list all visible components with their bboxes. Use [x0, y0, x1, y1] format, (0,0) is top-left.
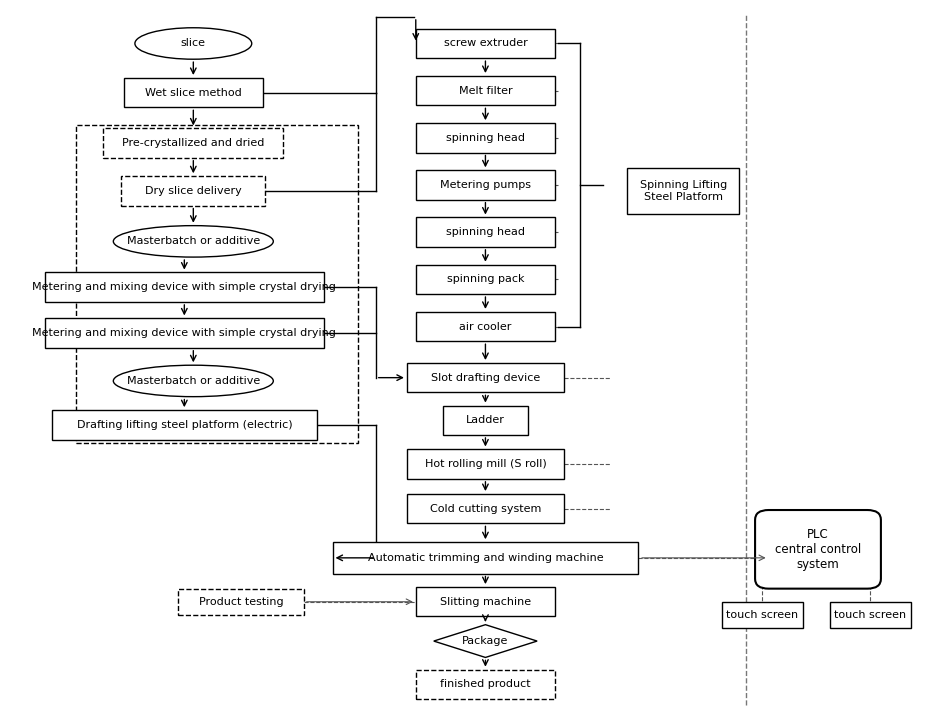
Text: Package: Package [462, 636, 509, 646]
FancyBboxPatch shape [45, 273, 324, 302]
Text: Masterbatch or additive: Masterbatch or additive [127, 236, 260, 246]
Text: Drafting lifting steel platform (electric): Drafting lifting steel platform (electri… [76, 420, 292, 430]
Ellipse shape [114, 365, 273, 397]
FancyBboxPatch shape [52, 410, 316, 440]
FancyBboxPatch shape [416, 170, 555, 200]
Text: spinning head: spinning head [446, 227, 525, 237]
Text: Metering and mixing device with simple crystal drying: Metering and mixing device with simple c… [32, 328, 336, 338]
Text: Wet slice method: Wet slice method [145, 87, 241, 97]
FancyBboxPatch shape [755, 510, 881, 589]
FancyBboxPatch shape [416, 669, 555, 699]
FancyBboxPatch shape [416, 76, 555, 105]
Text: Melt filter: Melt filter [458, 86, 513, 96]
Text: Slitting machine: Slitting machine [439, 596, 531, 606]
Text: touch screen: touch screen [834, 610, 906, 620]
FancyBboxPatch shape [103, 128, 284, 158]
FancyBboxPatch shape [407, 494, 564, 523]
FancyBboxPatch shape [332, 542, 639, 574]
Text: slice: slice [181, 39, 206, 49]
Text: Metering and mixing device with simple crystal drying: Metering and mixing device with simple c… [32, 282, 336, 292]
FancyBboxPatch shape [416, 265, 555, 294]
Text: Cold cutting system: Cold cutting system [430, 504, 541, 513]
FancyBboxPatch shape [416, 29, 555, 58]
FancyBboxPatch shape [416, 311, 555, 342]
Text: Ladder: Ladder [466, 415, 505, 425]
Text: Masterbatch or additive: Masterbatch or additive [127, 376, 260, 386]
Text: Automatic trimming and winding machine: Automatic trimming and winding machine [368, 553, 603, 563]
Ellipse shape [135, 28, 252, 59]
Text: Pre-crystallized and dried: Pre-crystallized and dried [122, 138, 265, 148]
Text: spinning pack: spinning pack [447, 274, 524, 284]
Ellipse shape [114, 226, 273, 257]
FancyBboxPatch shape [627, 168, 739, 214]
Text: finished product: finished product [440, 679, 531, 690]
FancyBboxPatch shape [416, 587, 555, 616]
FancyBboxPatch shape [45, 319, 324, 348]
Text: screw extruder: screw extruder [443, 39, 528, 49]
FancyBboxPatch shape [124, 78, 263, 107]
FancyBboxPatch shape [121, 176, 265, 205]
Text: air cooler: air cooler [459, 321, 512, 332]
FancyBboxPatch shape [178, 589, 304, 615]
Text: PLC
central control
system: PLC central control system [775, 528, 861, 571]
Text: touch screen: touch screen [726, 610, 798, 620]
FancyBboxPatch shape [407, 450, 564, 479]
FancyBboxPatch shape [830, 601, 911, 628]
Text: Dry slice delivery: Dry slice delivery [145, 186, 241, 196]
Text: spinning head: spinning head [446, 133, 525, 142]
FancyBboxPatch shape [722, 601, 803, 628]
FancyBboxPatch shape [407, 363, 564, 392]
Text: Product testing: Product testing [199, 596, 284, 606]
FancyBboxPatch shape [416, 123, 555, 153]
Text: Spinning Lifting
Steel Platform: Spinning Lifting Steel Platform [639, 180, 727, 202]
FancyBboxPatch shape [442, 405, 528, 435]
Text: Metering pumps: Metering pumps [440, 180, 531, 190]
Polygon shape [434, 624, 537, 657]
FancyBboxPatch shape [416, 218, 555, 247]
Text: Hot rolling mill (S roll): Hot rolling mill (S roll) [424, 459, 546, 469]
Text: Slot drafting device: Slot drafting device [431, 372, 540, 382]
